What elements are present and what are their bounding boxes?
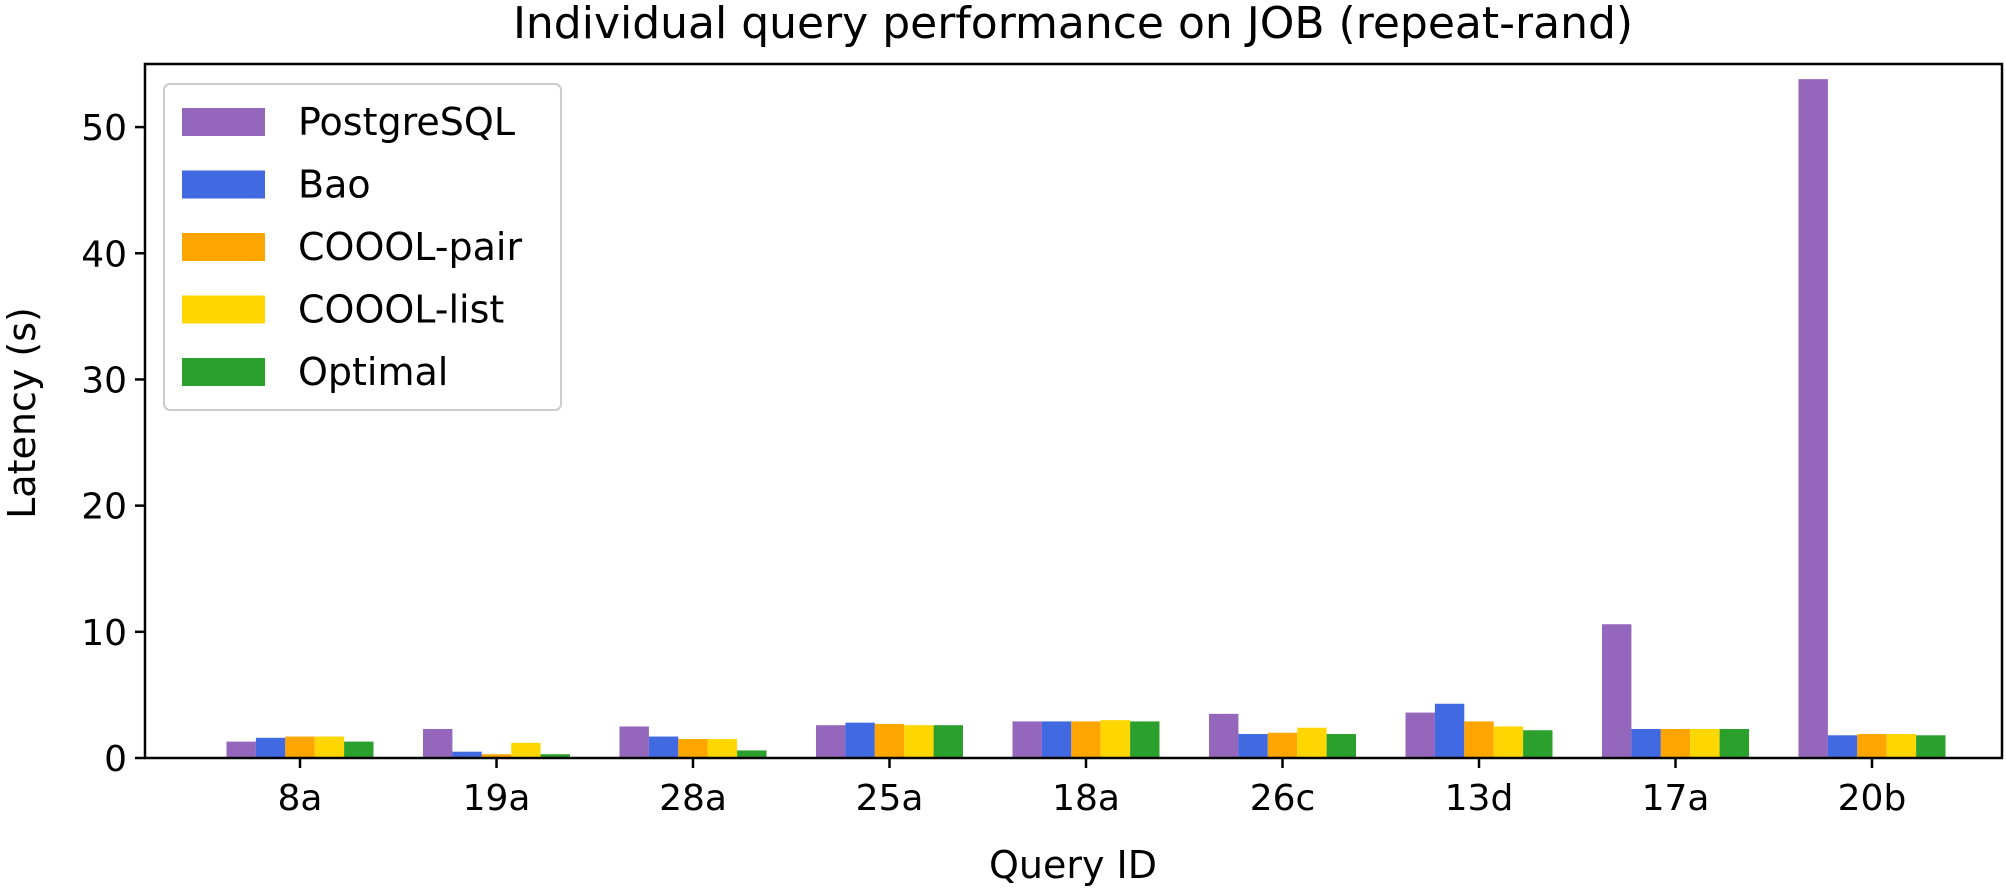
- bar-coool-pair-8a: [285, 736, 315, 758]
- bar-coool-pair-17a: [1660, 728, 1691, 758]
- bar-coool-pair-19a: [481, 754, 512, 758]
- bar-optimal-28a: [737, 750, 767, 758]
- legend-label-coool-list: COOOL-list: [298, 288, 504, 332]
- bar-coool-list-19a: [511, 742, 541, 758]
- x-tick-label-8: 20b: [1838, 778, 1907, 819]
- bar-bao-20b: [1827, 735, 1858, 758]
- legend-swatch-coool-pair: [182, 233, 265, 261]
- x-tick-label-5: 26c: [1250, 778, 1316, 819]
- x-tick-label-0: 8a: [278, 778, 323, 819]
- bar-postgresql-13d: [1405, 712, 1435, 758]
- bar-coool-list-28a: [707, 739, 738, 758]
- bar-postgresql-17a: [1602, 624, 1632, 758]
- y-tick-label-2: 20: [81, 487, 127, 528]
- x-axis-title: Query ID: [989, 843, 1157, 887]
- y-tick-label-1: 10: [81, 613, 127, 654]
- bar-coool-list-13d: [1493, 726, 1524, 758]
- bar-bao-17a: [1631, 728, 1661, 758]
- y-axis-title: Latency (s): [0, 307, 44, 519]
- legend-label-optimal: Optimal: [298, 350, 448, 394]
- x-tick-label-4: 18a: [1052, 778, 1120, 819]
- legend-swatch-optimal: [182, 358, 265, 386]
- bar-bao-25a: [845, 722, 875, 758]
- bar-coool-pair-20b: [1857, 734, 1887, 758]
- bar-coool-pair-13d: [1464, 721, 1494, 758]
- bar-coool-list-17a: [1690, 728, 1720, 758]
- bar-postgresql-26c: [1209, 713, 1239, 758]
- bar-bao-18a: [1041, 721, 1072, 758]
- legend-box: [163, 83, 562, 411]
- x-tick-label-3: 25a: [856, 778, 924, 819]
- bar-postgresql-18a: [1012, 721, 1042, 758]
- chart-title: Individual query performance on JOB (rep…: [513, 0, 1633, 49]
- bar-coool-pair-25a: [874, 723, 905, 758]
- legend-label-bao: Bao: [298, 163, 371, 207]
- plot-frame: [143, 62, 2004, 760]
- bar-coool-list-20b: [1886, 734, 1917, 758]
- bar-postgresql-28a: [619, 726, 649, 758]
- bar-postgresql-25a: [816, 725, 846, 758]
- bar-coool-list-18a: [1100, 720, 1131, 758]
- y-tick-label-0: 0: [104, 739, 127, 780]
- bar-optimal-13d: [1523, 730, 1553, 758]
- bar-bao-26c: [1238, 734, 1268, 758]
- bar-optimal-18a: [1130, 721, 1160, 758]
- bar-coool-list-26c: [1297, 727, 1327, 758]
- legend-swatch-bao: [182, 170, 265, 199]
- bar-optimal-26c: [1326, 734, 1356, 758]
- bar-coool-list-25a: [904, 725, 934, 758]
- bar-bao-8a: [255, 737, 286, 758]
- x-axis: 8a 19a 28a 25a 18a 26c 13d 17a 20b: [278, 758, 1907, 819]
- x-tick-label-7: 17a: [1642, 778, 1710, 819]
- x-tick-label-1: 19a: [463, 778, 531, 819]
- bar-coool-pair-26c: [1267, 732, 1298, 758]
- legend: PostgreSQL Bao COOOL-pair COOOL-list Optimal: [163, 83, 562, 411]
- bar-coool-pair-28a: [678, 739, 708, 758]
- legend-label-postgresql: PostgreSQL: [298, 100, 515, 144]
- bar-optimal-25a: [933, 725, 963, 758]
- bar-optimal-20b: [1916, 735, 1946, 758]
- bars-group: [226, 79, 1946, 758]
- bar-optimal-8a: [344, 741, 374, 758]
- bar-bao-13d: [1434, 703, 1465, 758]
- bar-postgresql-19a: [423, 728, 453, 758]
- y-tick-label-3: 30: [81, 360, 127, 401]
- bar-postgresql-20b: [1798, 79, 1828, 758]
- bar-coool-pair-18a: [1071, 721, 1101, 758]
- bar-bao-19a: [452, 751, 482, 758]
- y-axis: 0 10 20 30 40 50: [81, 108, 145, 780]
- legend-swatch-postgresql: [182, 108, 265, 136]
- bar-coool-list-8a: [314, 736, 345, 758]
- legend-label-coool-pair: COOOL-pair: [298, 225, 522, 269]
- legend-swatch-coool-list: [182, 295, 265, 324]
- y-tick-label-5: 50: [81, 108, 127, 149]
- bar-optimal-19a: [540, 754, 570, 758]
- bar-bao-28a: [648, 736, 679, 758]
- bar-optimal-17a: [1719, 728, 1749, 758]
- bar-postgresql-8a: [226, 741, 256, 758]
- y-tick-label-4: 40: [81, 234, 127, 275]
- x-tick-label-2: 28a: [659, 778, 727, 819]
- x-tick-label-6: 13d: [1445, 778, 1514, 819]
